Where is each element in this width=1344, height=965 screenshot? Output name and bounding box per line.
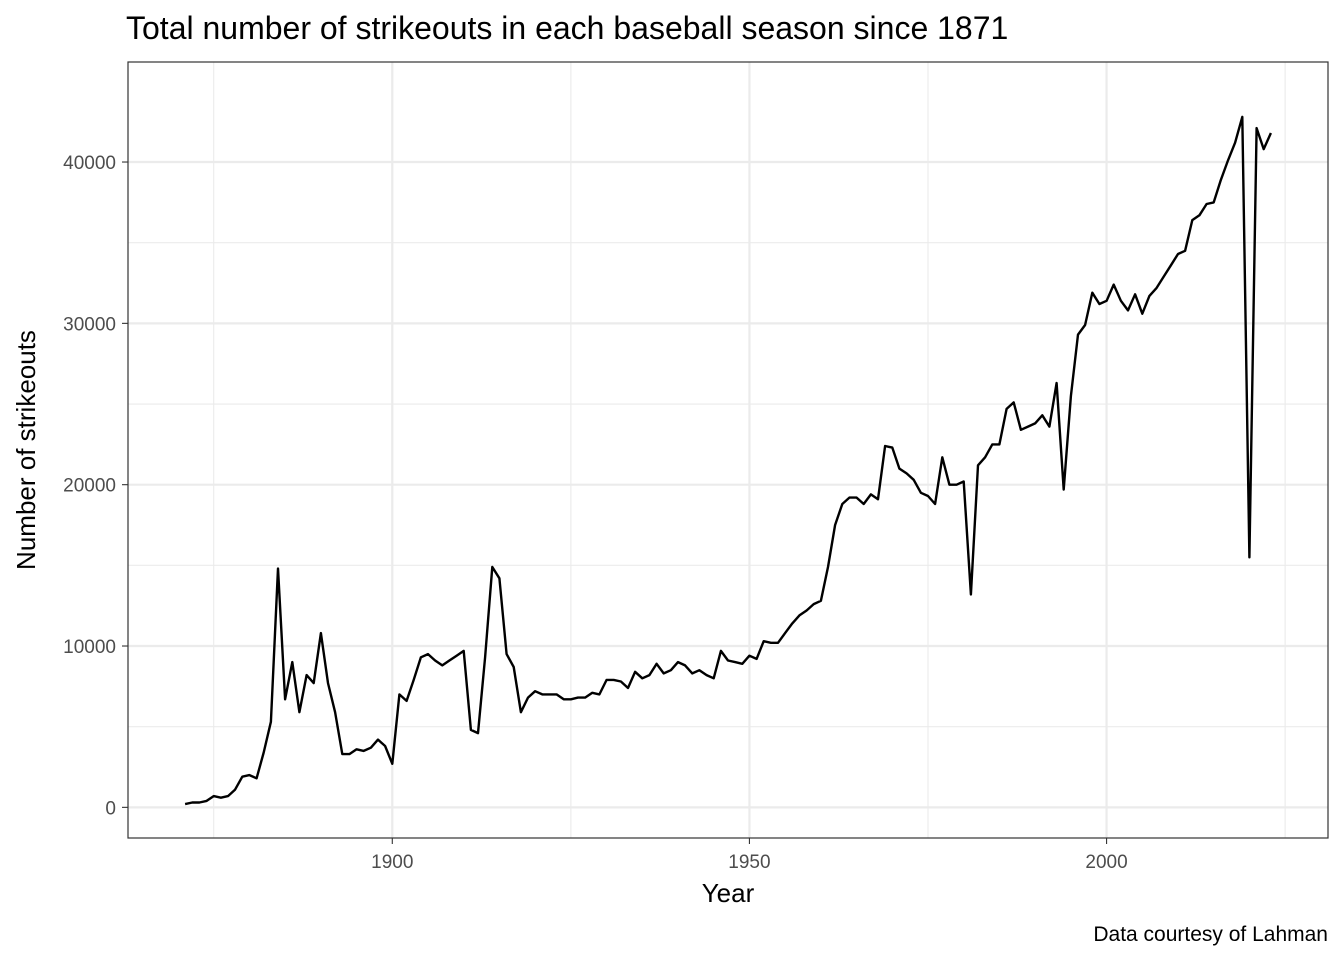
x-tick-label: 1900 — [371, 852, 413, 873]
plot-panel — [127, 61, 1329, 839]
chart-title: Total number of strikeouts in each baseb… — [126, 10, 1008, 46]
chart-caption: Data courtesy of Lahman — [1093, 923, 1328, 946]
y-axis: 0 10000 20000 30000 40000 — [63, 153, 128, 819]
y-tick-label: 20000 — [63, 476, 116, 497]
series-layer — [184, 115, 1272, 806]
x-tick-label: 1950 — [728, 852, 770, 873]
x-axis: 1900 1950 2000 — [371, 838, 1128, 873]
y-tick-label: 0 — [105, 798, 116, 819]
gridlines — [128, 62, 1328, 838]
y-tick-label: 40000 — [63, 153, 116, 174]
y-tick-label: 10000 — [63, 637, 116, 658]
y-axis-title: Number of strikeouts — [11, 330, 41, 570]
x-tick-label: 2000 — [1085, 852, 1127, 873]
x-axis-title: Year — [702, 878, 755, 908]
y-tick-label: 30000 — [63, 314, 116, 335]
series-line — [184, 115, 1272, 806]
